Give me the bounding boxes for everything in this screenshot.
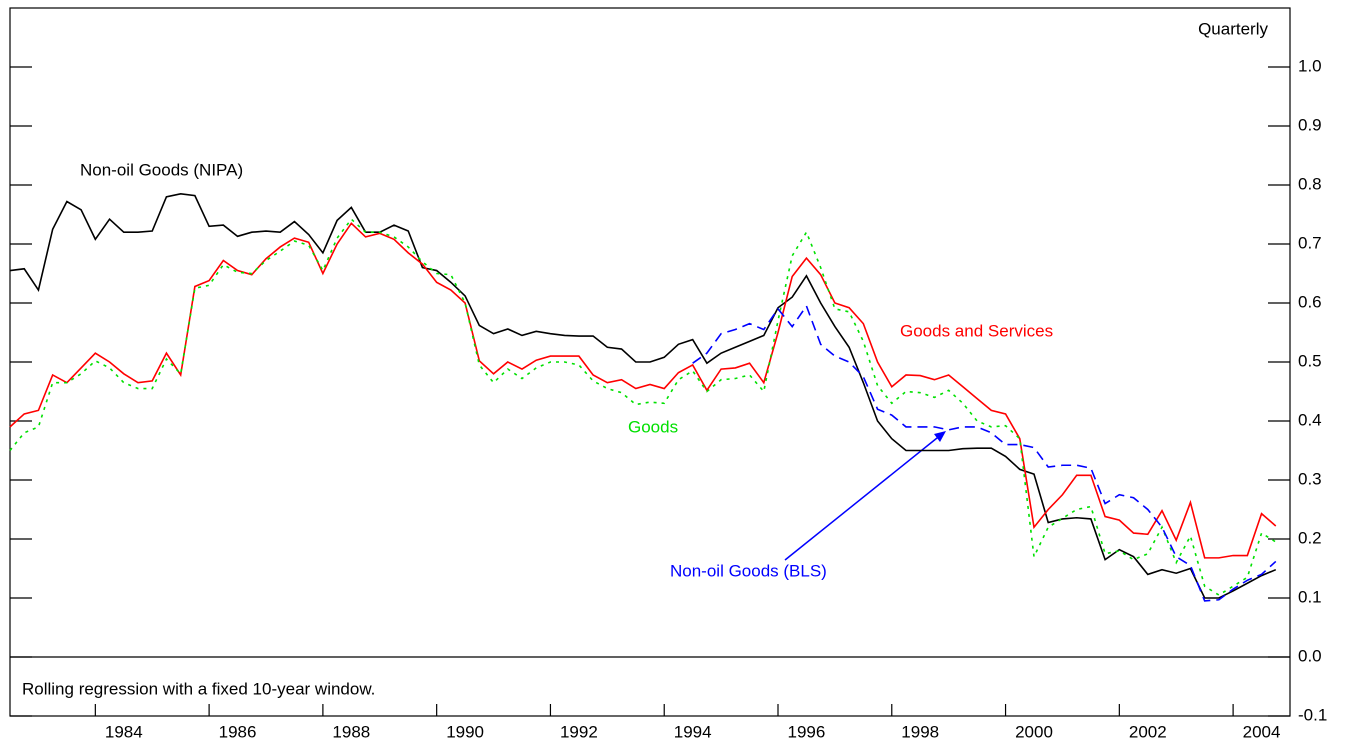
series-line [692,304,1277,602]
y-tick-label: 0.4 [1298,410,1322,429]
x-tick-label: 2002 [1129,722,1167,741]
x-tick-label: 1984 [105,722,143,741]
note: Rolling regression with a fixed 10-year … [22,679,375,698]
y-tick-label: -0.1 [1298,705,1327,724]
annotation-arrow [784,433,943,561]
series-label: Goods and Services [900,321,1053,340]
arrow-head [934,431,946,442]
y-tick-label: 0.3 [1298,469,1322,488]
y-tick-label: 0.6 [1298,292,1322,311]
x-tick-label: 1988 [332,722,370,741]
series-line [9,193,1277,599]
y-tick-label: 0.5 [1298,351,1322,370]
series-line [9,222,1277,559]
series-line [9,218,1277,596]
x-tick-label: 1986 [219,722,257,741]
y-tick-label: 0.9 [1298,115,1322,134]
series-label: Goods [628,417,678,436]
x-tick-label: 1990 [446,722,484,741]
x-tick-label: 1998 [901,722,939,741]
x-tick-label: 1994 [674,722,712,741]
y-tick-label: 0.2 [1298,528,1322,547]
x-tick-label: 1996 [788,722,826,741]
corner-label: Quarterly [1198,19,1268,38]
x-tick-label: 2000 [1015,722,1053,741]
y-tick-label: 0.7 [1298,233,1322,252]
y-tick-label: 0.8 [1298,174,1322,193]
y-tick-label: 0.1 [1298,587,1322,606]
series-label: Non-oil Goods (BLS) [670,561,827,580]
x-tick-label: 2004 [1243,722,1281,741]
series-label: Non-oil Goods (NIPA) [80,160,243,179]
y-tick-label: 0.0 [1298,646,1322,665]
x-tick-label: 1992 [560,722,598,741]
y-tick-label: 1.0 [1298,56,1322,75]
